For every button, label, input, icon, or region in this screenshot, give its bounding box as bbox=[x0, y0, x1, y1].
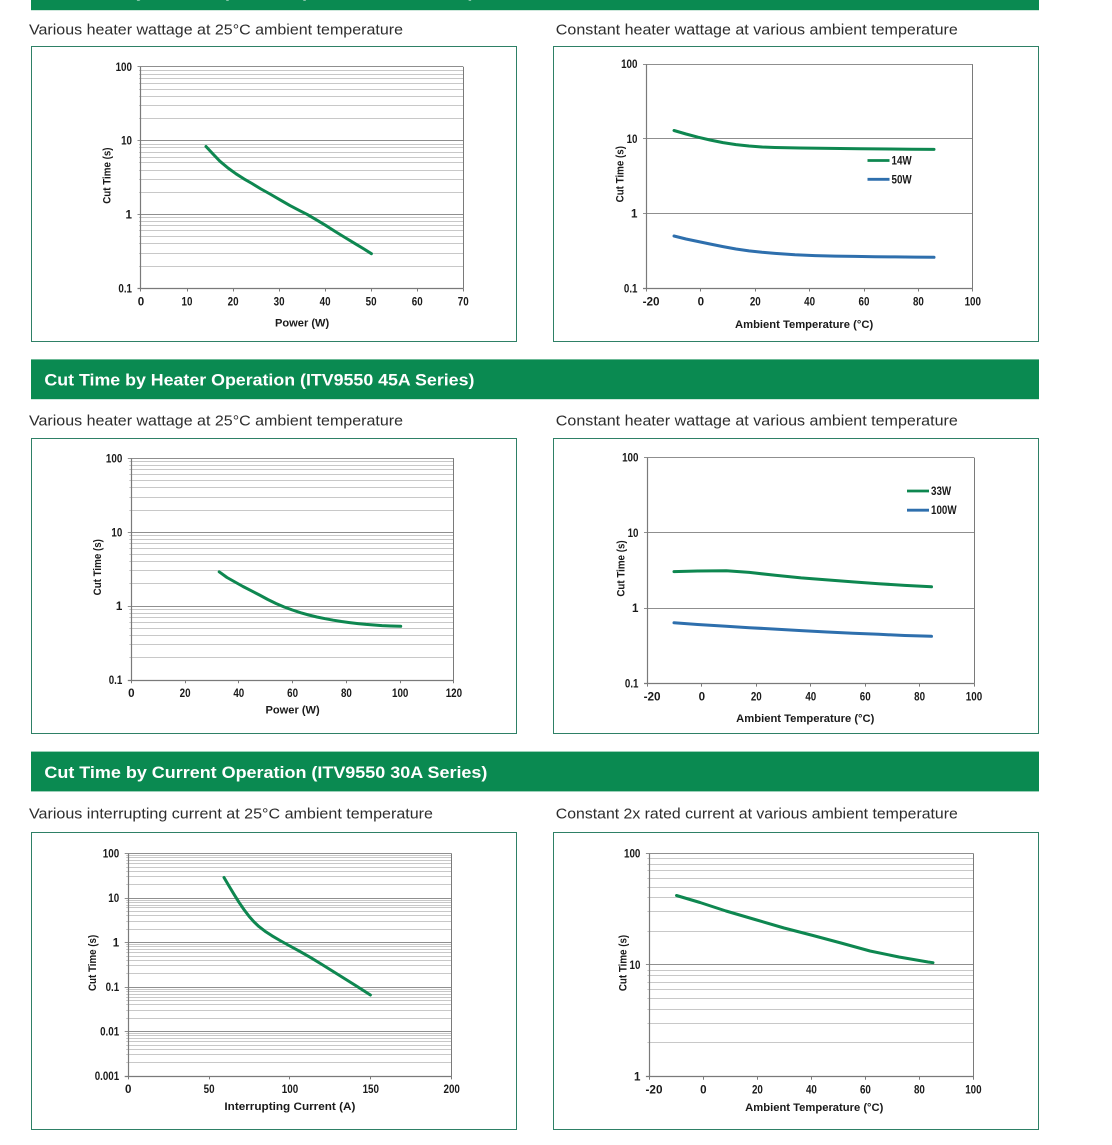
svg-text:30: 30 bbox=[274, 295, 285, 308]
svg-text:20: 20 bbox=[751, 690, 762, 703]
svg-text:0: 0 bbox=[128, 687, 134, 700]
svg-text:0.01: 0.01 bbox=[100, 1026, 120, 1039]
svg-text:Various heater wattage at 25°C: Various heater wattage at 25°C ambient t… bbox=[29, 22, 403, 38]
svg-text:100: 100 bbox=[392, 687, 408, 700]
svg-text:20: 20 bbox=[752, 1084, 763, 1097]
svg-text:20: 20 bbox=[180, 687, 191, 700]
svg-text:Ambient Temperature (°C): Ambient Temperature (°C) bbox=[745, 1102, 884, 1114]
svg-text:Various heater wattage at 25°C: Various heater wattage at 25°C ambient t… bbox=[29, 414, 403, 430]
svg-text:Cut Time by Current Operation: Cut Time by Current Operation (ITV9550 3… bbox=[44, 763, 487, 782]
svg-text:1: 1 bbox=[126, 209, 133, 222]
svg-text:10: 10 bbox=[111, 526, 122, 539]
svg-text:70: 70 bbox=[458, 295, 469, 308]
svg-text:60: 60 bbox=[287, 687, 298, 700]
svg-text:10: 10 bbox=[121, 135, 132, 148]
svg-text:0.1: 0.1 bbox=[118, 282, 132, 295]
svg-text:0.1: 0.1 bbox=[624, 282, 638, 295]
svg-text:Power (W): Power (W) bbox=[266, 705, 321, 717]
svg-text:1: 1 bbox=[116, 600, 123, 613]
svg-text:Cut Time by Heater Operation (: Cut Time by Heater Operation (ITV9550 45… bbox=[44, 371, 474, 390]
svg-text:0.1: 0.1 bbox=[106, 981, 120, 994]
svg-text:Cut Time (s): Cut Time (s) bbox=[102, 147, 114, 204]
svg-text:Cut Time (s): Cut Time (s) bbox=[617, 934, 629, 991]
svg-text:80: 80 bbox=[341, 687, 352, 700]
svg-text:80: 80 bbox=[914, 690, 925, 703]
svg-text:-20: -20 bbox=[646, 1084, 663, 1097]
svg-text:20: 20 bbox=[228, 295, 239, 308]
svg-text:80: 80 bbox=[913, 295, 924, 308]
svg-text:0: 0 bbox=[138, 295, 144, 308]
svg-text:10: 10 bbox=[108, 892, 119, 905]
svg-text:100: 100 bbox=[965, 1084, 981, 1097]
svg-text:10: 10 bbox=[628, 527, 639, 540]
svg-text:80: 80 bbox=[914, 1084, 925, 1097]
svg-text:1: 1 bbox=[113, 937, 120, 950]
svg-text:40: 40 bbox=[804, 295, 815, 308]
svg-text:Interrupting Current (A): Interrupting Current (A) bbox=[224, 1101, 355, 1113]
svg-text:1: 1 bbox=[631, 208, 638, 221]
svg-text:50: 50 bbox=[204, 1083, 215, 1096]
svg-text:100: 100 bbox=[282, 1083, 298, 1096]
svg-text:Constant heater wattage at var: Constant heater wattage at various ambie… bbox=[556, 414, 958, 430]
svg-text:Power (W): Power (W) bbox=[275, 317, 330, 329]
svg-text:Various interrupting current a: Various interrupting current at 25°C amb… bbox=[29, 806, 433, 822]
svg-text:10: 10 bbox=[627, 133, 638, 146]
svg-text:100: 100 bbox=[965, 295, 981, 308]
svg-text:40: 40 bbox=[233, 687, 244, 700]
svg-text:40: 40 bbox=[805, 690, 816, 703]
svg-text:Constant heater wattage at var: Constant heater wattage at various ambie… bbox=[556, 22, 958, 38]
svg-text:10: 10 bbox=[182, 295, 193, 308]
svg-text:100: 100 bbox=[103, 848, 119, 861]
svg-text:Constant 2x rated current at v: Constant 2x rated current at various amb… bbox=[556, 806, 958, 822]
svg-text:100W: 100W bbox=[931, 504, 957, 517]
svg-text:40: 40 bbox=[320, 295, 331, 308]
svg-text:Ambient Temperature (°C): Ambient Temperature (°C) bbox=[735, 319, 874, 331]
svg-text:-20: -20 bbox=[644, 690, 661, 703]
svg-text:Cut Time by Heater Operation (: Cut Time by Heater Operation (ITV9550 20… bbox=[44, 0, 474, 1]
svg-text:60: 60 bbox=[859, 295, 870, 308]
svg-text:1: 1 bbox=[634, 1071, 641, 1084]
svg-text:0: 0 bbox=[125, 1083, 131, 1096]
svg-text:40: 40 bbox=[806, 1084, 817, 1097]
svg-text:Cut Time (s): Cut Time (s) bbox=[615, 146, 627, 203]
svg-text:100: 100 bbox=[622, 452, 638, 465]
svg-text:-20: -20 bbox=[643, 295, 660, 308]
svg-text:100: 100 bbox=[624, 848, 640, 861]
svg-text:Ambient Temperature (°C): Ambient Temperature (°C) bbox=[736, 713, 875, 725]
svg-text:50W: 50W bbox=[892, 173, 912, 186]
svg-text:0: 0 bbox=[700, 1084, 706, 1097]
svg-text:Cut Time (s): Cut Time (s) bbox=[616, 540, 628, 597]
svg-text:1: 1 bbox=[632, 602, 639, 615]
svg-text:0: 0 bbox=[699, 690, 705, 703]
svg-text:0.1: 0.1 bbox=[109, 674, 123, 687]
svg-text:0.1: 0.1 bbox=[625, 677, 639, 690]
svg-text:Cut Time (s): Cut Time (s) bbox=[92, 539, 104, 596]
svg-text:20: 20 bbox=[750, 295, 761, 308]
svg-text:100: 100 bbox=[116, 61, 132, 74]
svg-text:200: 200 bbox=[444, 1083, 460, 1096]
svg-text:60: 60 bbox=[860, 690, 871, 703]
svg-text:60: 60 bbox=[412, 295, 423, 308]
svg-text:0: 0 bbox=[698, 295, 704, 308]
svg-text:120: 120 bbox=[446, 687, 462, 700]
svg-text:100: 100 bbox=[106, 452, 122, 465]
svg-text:100: 100 bbox=[621, 58, 637, 71]
svg-text:10: 10 bbox=[630, 959, 641, 972]
svg-text:33W: 33W bbox=[931, 485, 951, 498]
svg-text:60: 60 bbox=[860, 1084, 871, 1097]
svg-text:50: 50 bbox=[366, 295, 377, 308]
svg-text:Cut Time (s): Cut Time (s) bbox=[87, 934, 99, 991]
svg-text:150: 150 bbox=[363, 1083, 379, 1096]
svg-text:0.001: 0.001 bbox=[95, 1070, 120, 1083]
svg-text:100: 100 bbox=[966, 690, 982, 703]
svg-text:14W: 14W bbox=[892, 155, 912, 168]
